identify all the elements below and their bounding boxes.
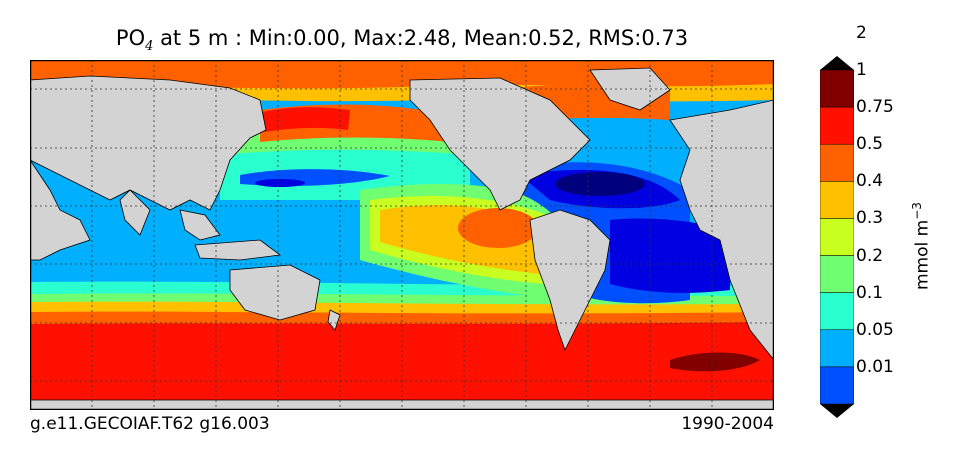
land-se-asia [179, 209, 221, 241]
colorbar-tick-label: 0.5 [856, 134, 884, 155]
colorbar-swatch [820, 329, 854, 368]
land-australia [229, 264, 321, 321]
eq-pacific-orange [458, 208, 538, 248]
colorbar [820, 56, 854, 418]
atlantic-min [555, 172, 645, 196]
colorbar-swatch [820, 181, 854, 219]
land-eurasia-west [30, 75, 267, 211]
map-title: PO4 at 5 m : Min:0.00, Max:2.48, Mean:0.… [30, 26, 774, 54]
colorbar-swatch [820, 106, 854, 145]
title-subscript: 4 [145, 39, 154, 55]
unit-text: mmol m [912, 219, 933, 290]
land-india [119, 189, 151, 236]
colorbar-swatch [820, 366, 854, 405]
colorbar-tick-label: 0.05 [856, 319, 894, 340]
colorbar-tick-label: 0.2 [856, 245, 884, 266]
colorbar-tick-label: 1 [856, 60, 867, 80]
southern-max [670, 352, 760, 372]
colorbar-unit-label: mmol m−3 [910, 202, 933, 290]
grid-lines [30, 60, 774, 410]
colorbar-tick-label: 0.75 [856, 97, 894, 118]
colorbar-tick-label: 0.01 [856, 356, 894, 377]
unit-exponent: −3 [910, 202, 924, 220]
ocean-map [30, 60, 774, 410]
title-stats: at 5 m : Min:0.00, Max:2.48, Mean:0.52, … [153, 26, 689, 50]
land-north-america [409, 77, 591, 211]
colorbar-swatch [820, 292, 854, 331]
colorbar-tick-label: 0.3 [856, 208, 884, 229]
north-pacific-min [255, 179, 305, 187]
footer-case-name: g.e11.GECOIAF.T62 g16.003 [30, 414, 270, 434]
land-africa [30, 159, 91, 261]
title-variable: PO [115, 26, 146, 50]
colorbar-swatch [820, 218, 854, 256]
colorbar-swatch [820, 255, 854, 293]
colorbar-min-arrow [820, 404, 854, 418]
land-south-america [529, 209, 611, 352]
land-nz [327, 309, 341, 331]
north-pacific-red [262, 107, 350, 132]
land-europe-africa-east [669, 99, 774, 361]
colorbar-tick-label: 2 [856, 22, 867, 43]
footer-years: 1990-2004 [681, 414, 774, 434]
colorbar-tick-label: 0.4 [856, 171, 884, 192]
colorbar-tick-label: 0.1 [856, 282, 884, 303]
south-atlantic-blue [610, 218, 730, 293]
colorbar-swatch [820, 69, 854, 108]
map-frame [30, 60, 774, 410]
colorbar-swatch [820, 143, 854, 182]
colorbar-max-arrow [820, 56, 854, 70]
